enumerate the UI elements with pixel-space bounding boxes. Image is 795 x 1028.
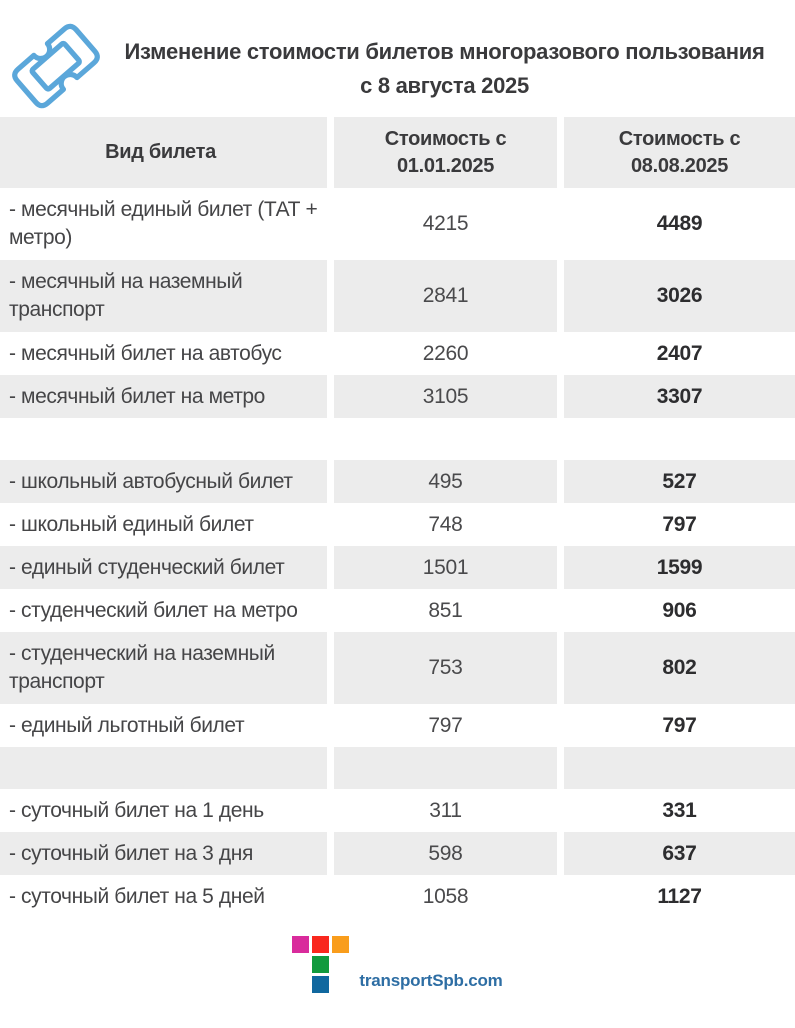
page-title: Изменение стоимости билетов многоразовог… bbox=[104, 26, 785, 117]
column-header-price-old: Стоимость с 01.01.2025 bbox=[334, 117, 557, 188]
title-line-1: Изменение стоимости билетов многоразовог… bbox=[124, 39, 765, 64]
price-old-value: 3105 bbox=[334, 375, 557, 418]
table-row: - школьный автобусный билет 495 527 bbox=[0, 460, 795, 503]
table-row: - единый студенческий билет 1501 1599 bbox=[0, 546, 795, 589]
price-old-value: 851 bbox=[428, 598, 463, 622]
ticket-type-label: - месячный билет на автобус bbox=[9, 341, 282, 365]
title-line-2: с 8 августа 2025 bbox=[360, 73, 529, 98]
price-old-value: 748 bbox=[428, 512, 463, 536]
logo-square-magenta bbox=[292, 936, 310, 953]
price-new-value: 797 bbox=[662, 713, 697, 737]
price-new-value: 527 bbox=[564, 460, 795, 503]
ticket-type-label: - школьный автобусный билет bbox=[0, 460, 327, 503]
logo-square-red bbox=[312, 936, 330, 953]
price-new-value: 797 bbox=[662, 512, 697, 536]
table-row: - суточный билет на 3 дня 598 637 bbox=[0, 832, 795, 875]
price-old-value: 797 bbox=[428, 713, 463, 737]
price-old-value: 4215 bbox=[422, 212, 469, 235]
price-old-value: 753 bbox=[334, 632, 557, 704]
page-header: Изменение стоимости билетов многоразовог… bbox=[0, 0, 795, 117]
price-new-value: 4489 bbox=[656, 212, 703, 235]
price-old-value: 2260 bbox=[422, 341, 469, 365]
logo-square-green bbox=[312, 956, 330, 973]
ticket-type-label: - суточный билет на 3 дня bbox=[0, 832, 327, 875]
price-new-value: 3026 bbox=[564, 260, 795, 332]
table-row: - студенческий билет на метро 851 906 bbox=[0, 589, 795, 632]
price-old-value: 598 bbox=[334, 832, 557, 875]
price-old-value: 311 bbox=[429, 798, 462, 822]
logo-square-blue bbox=[312, 976, 330, 993]
price-new-value: 1127 bbox=[657, 884, 702, 908]
price-old-value: 2841 bbox=[334, 260, 557, 332]
table-row: - суточный билет на 5 дней 1058 1127 bbox=[0, 875, 795, 918]
table-row: - школьный единый билет 748 797 bbox=[0, 503, 795, 546]
ticket-type-label: - месячный на наземный транспорт bbox=[0, 260, 327, 332]
ticket-type-label: - единый льготный билет bbox=[9, 713, 245, 737]
ticket-type-label: - суточный билет на 1 день bbox=[9, 798, 264, 822]
spacer-row bbox=[0, 418, 795, 460]
price-old-value: 1058 bbox=[422, 884, 469, 908]
price-new-value: 906 bbox=[662, 598, 697, 622]
logo-square-orange bbox=[332, 936, 350, 953]
table-row: - единый льготный билет 797 797 bbox=[0, 704, 795, 747]
price-new-value: 3307 bbox=[564, 375, 795, 418]
price-old-value: 495 bbox=[334, 460, 557, 503]
site-name: transportSpb.com bbox=[359, 971, 503, 990]
table-row: - месячный единый билет (ТАТ + метро) 42… bbox=[0, 188, 795, 260]
table-row: - месячный на наземный транспорт 2841 30… bbox=[0, 260, 795, 332]
footer: transportSpb.com bbox=[0, 936, 795, 993]
table-row: - месячный билет на автобус 2260 2407 bbox=[0, 332, 795, 375]
table-row: - месячный билет на метро 3105 3307 bbox=[0, 375, 795, 418]
table-row: - суточный билет на 1 день 311 331 bbox=[0, 789, 795, 832]
price-new-value: 802 bbox=[564, 632, 795, 704]
price-table: Вид билета Стоимость с 01.01.2025 Стоимос… bbox=[0, 117, 795, 918]
ticket-type-label: - школьный единый билет bbox=[9, 512, 254, 536]
ticket-type-label: - месячный единый билет (ТАТ + метро) bbox=[9, 198, 318, 249]
price-new-value: 331 bbox=[662, 798, 697, 822]
ticket-type-label: - месячный билет на метро bbox=[0, 375, 327, 418]
spacer-row bbox=[0, 747, 795, 789]
ticket-type-label: - студенческий на наземный транспорт bbox=[0, 632, 327, 704]
transportspb-logo-icon bbox=[292, 936, 350, 993]
ticket-type-label: - единый студенческий билет bbox=[0, 546, 327, 589]
price-new-value: 2407 bbox=[656, 341, 703, 365]
price-new-value: 637 bbox=[564, 832, 795, 875]
price-old-value: 1501 bbox=[334, 546, 557, 589]
table-header-row: Вид билета Стоимость с 01.01.2025 Стоимос… bbox=[0, 117, 795, 188]
table-row: - студенческий на наземный транспорт 753… bbox=[0, 632, 795, 704]
column-header-price-new: Стоимость с 08.08.2025 bbox=[564, 117, 795, 188]
ticket-type-label: - студенческий билет на метро bbox=[9, 598, 298, 622]
column-header-ticket-type: Вид билета bbox=[0, 117, 327, 188]
price-new-value: 1599 bbox=[564, 546, 795, 589]
ticket-type-label: - суточный билет на 5 дней bbox=[9, 884, 265, 908]
ticket-icon bbox=[8, 23, 104, 117]
